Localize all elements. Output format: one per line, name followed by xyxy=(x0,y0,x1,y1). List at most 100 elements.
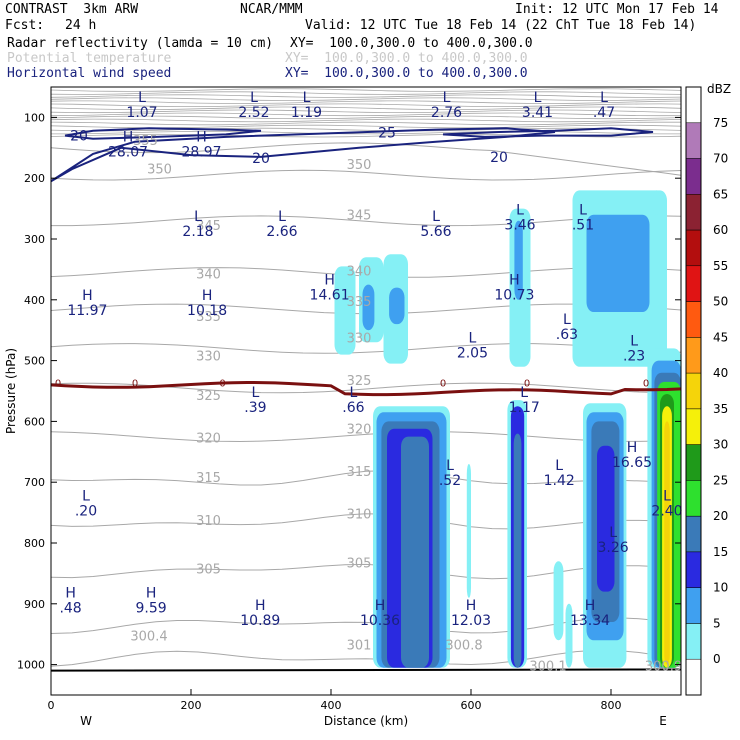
y-tick-label: 400 xyxy=(24,294,45,307)
colorbar-swatch xyxy=(685,551,702,588)
y-tick-label: 600 xyxy=(24,415,45,428)
extremum-marker: L xyxy=(563,312,571,328)
theta-contour-label: 320 xyxy=(347,423,372,438)
theta-contour-label: 300.9 xyxy=(645,660,682,675)
stratosphere-theta-line xyxy=(51,112,681,117)
theta-contour-label: 310 xyxy=(196,514,221,529)
extremum-value: .48 xyxy=(59,601,81,617)
extremum-value: 16.65 xyxy=(612,455,652,471)
extremum-marker: H xyxy=(627,440,638,456)
y-tick-label: 200 xyxy=(24,172,45,185)
theta-contour-label: 310 xyxy=(347,508,372,523)
colorbar-level-label: 15 xyxy=(713,545,728,559)
extremum-marker: H xyxy=(324,273,335,289)
extremum-value: .39 xyxy=(244,400,266,416)
theta-contour-label: 340 xyxy=(196,268,221,283)
wind-contour-label: 25 xyxy=(378,126,396,142)
stratosphere-theta-line xyxy=(51,115,681,120)
theta-contour-label: 330 xyxy=(347,331,372,346)
freezing-level-label: 0 xyxy=(643,379,649,390)
extremum-marker: L xyxy=(251,385,259,401)
stratosphere-theta-line xyxy=(51,88,681,92)
stratospheric-theta-band xyxy=(51,88,681,138)
colorbar-swatch xyxy=(685,194,702,231)
theta-contour xyxy=(51,169,681,181)
theta-contour xyxy=(51,431,681,443)
x-axis-label: Distance (km) xyxy=(324,714,408,728)
reflectivity-cell xyxy=(466,464,471,598)
extremum-marker: L xyxy=(446,458,454,474)
colorbar-level-label: 40 xyxy=(713,366,728,380)
reflectivity-cell xyxy=(389,287,405,325)
forecast-label: Fcst: xyxy=(5,18,45,33)
x-tick-label: 800 xyxy=(601,699,622,712)
plot-frame xyxy=(50,86,682,696)
colorbar-swatch xyxy=(685,444,702,481)
extremum-value: 10.89 xyxy=(240,613,280,629)
colorbar-swatch xyxy=(685,408,702,445)
stratosphere-theta-line xyxy=(51,94,681,98)
theta-contour-label: 335 xyxy=(347,295,372,310)
colorbar-level-label: 10 xyxy=(713,581,728,595)
extremum-value: .23 xyxy=(623,348,645,364)
extremum-marker: L xyxy=(349,385,357,401)
freezing-level-line xyxy=(51,380,681,397)
y-tick-label: 900 xyxy=(24,598,45,611)
stratosphere-theta-line xyxy=(51,127,681,132)
extremum-value: 5.66 xyxy=(420,224,451,240)
extremum-value: 1.07 xyxy=(126,105,157,121)
extremum-marker: L xyxy=(555,458,563,474)
colorbar-level-label: 45 xyxy=(713,330,728,344)
extremum-value: .52 xyxy=(439,473,461,489)
colorbar-swatch xyxy=(685,515,702,553)
colorbar-swatch xyxy=(685,658,702,696)
extremum-marker: L xyxy=(278,209,286,225)
model-title: CONTRAST 3km ARW xyxy=(5,2,139,17)
colorbar-swatch xyxy=(685,587,702,624)
y-tick-label: 300 xyxy=(24,233,45,246)
extremum-marker: L xyxy=(534,90,542,106)
freezing-level-label: 0 xyxy=(440,379,446,390)
extremum-marker: L xyxy=(630,333,638,349)
reflectivity-cell xyxy=(653,190,660,215)
theta-contour-label: 345 xyxy=(196,219,221,234)
freezing-level-label: 0 xyxy=(132,379,138,390)
x-tick-label: 400 xyxy=(321,699,342,712)
reflectivity-cell xyxy=(513,433,522,668)
theta-contour-label: 335 xyxy=(196,310,221,325)
extremum-marker: L xyxy=(516,203,524,219)
x-tick-label: 600 xyxy=(461,699,482,712)
extremum-marker: L xyxy=(138,90,146,106)
reflectivity-cell xyxy=(514,220,523,300)
stratosphere-theta-line xyxy=(51,100,681,104)
extremum-marker: H xyxy=(255,598,266,614)
extremum-marker: L xyxy=(250,90,258,106)
theta-contour-label: 325 xyxy=(347,374,372,389)
y-tick-label: 1000 xyxy=(17,659,45,672)
extremum-value: 2.52 xyxy=(238,105,269,121)
colorbar-level-label: 30 xyxy=(713,438,728,452)
freezing-level-label: 0 xyxy=(55,379,61,390)
colorbar-swatch xyxy=(685,623,702,660)
colorbar-level-label: 70 xyxy=(713,152,728,166)
theta-contour-label: 325 xyxy=(196,389,221,404)
colorbar-swatch xyxy=(685,229,702,267)
freezing-level-label: 0 xyxy=(219,379,225,390)
field-wind-name: Horizontal wind speed xyxy=(7,66,172,81)
extremum-marker: L xyxy=(520,385,528,401)
extremum-marker: H xyxy=(146,586,157,602)
colorbar-swatch xyxy=(685,301,702,338)
extremum-marker: L xyxy=(468,330,476,346)
stratosphere-theta-line xyxy=(51,97,681,101)
extremum-marker: L xyxy=(579,203,587,219)
extremum-value: 28.97 xyxy=(181,145,221,161)
extremum-value: 3.26 xyxy=(598,540,629,556)
extremum-value: 12.03 xyxy=(451,613,491,629)
theta-contour-label: 345 xyxy=(347,209,372,224)
theta-contour-label: 350 xyxy=(147,162,172,177)
stratosphere-theta-line xyxy=(51,130,681,135)
colorbar-level-label: 5 xyxy=(713,617,721,631)
stratosphere-theta-line xyxy=(51,91,681,95)
reflectivity-cell xyxy=(362,284,375,331)
colorbar-level-label: 35 xyxy=(713,402,728,416)
